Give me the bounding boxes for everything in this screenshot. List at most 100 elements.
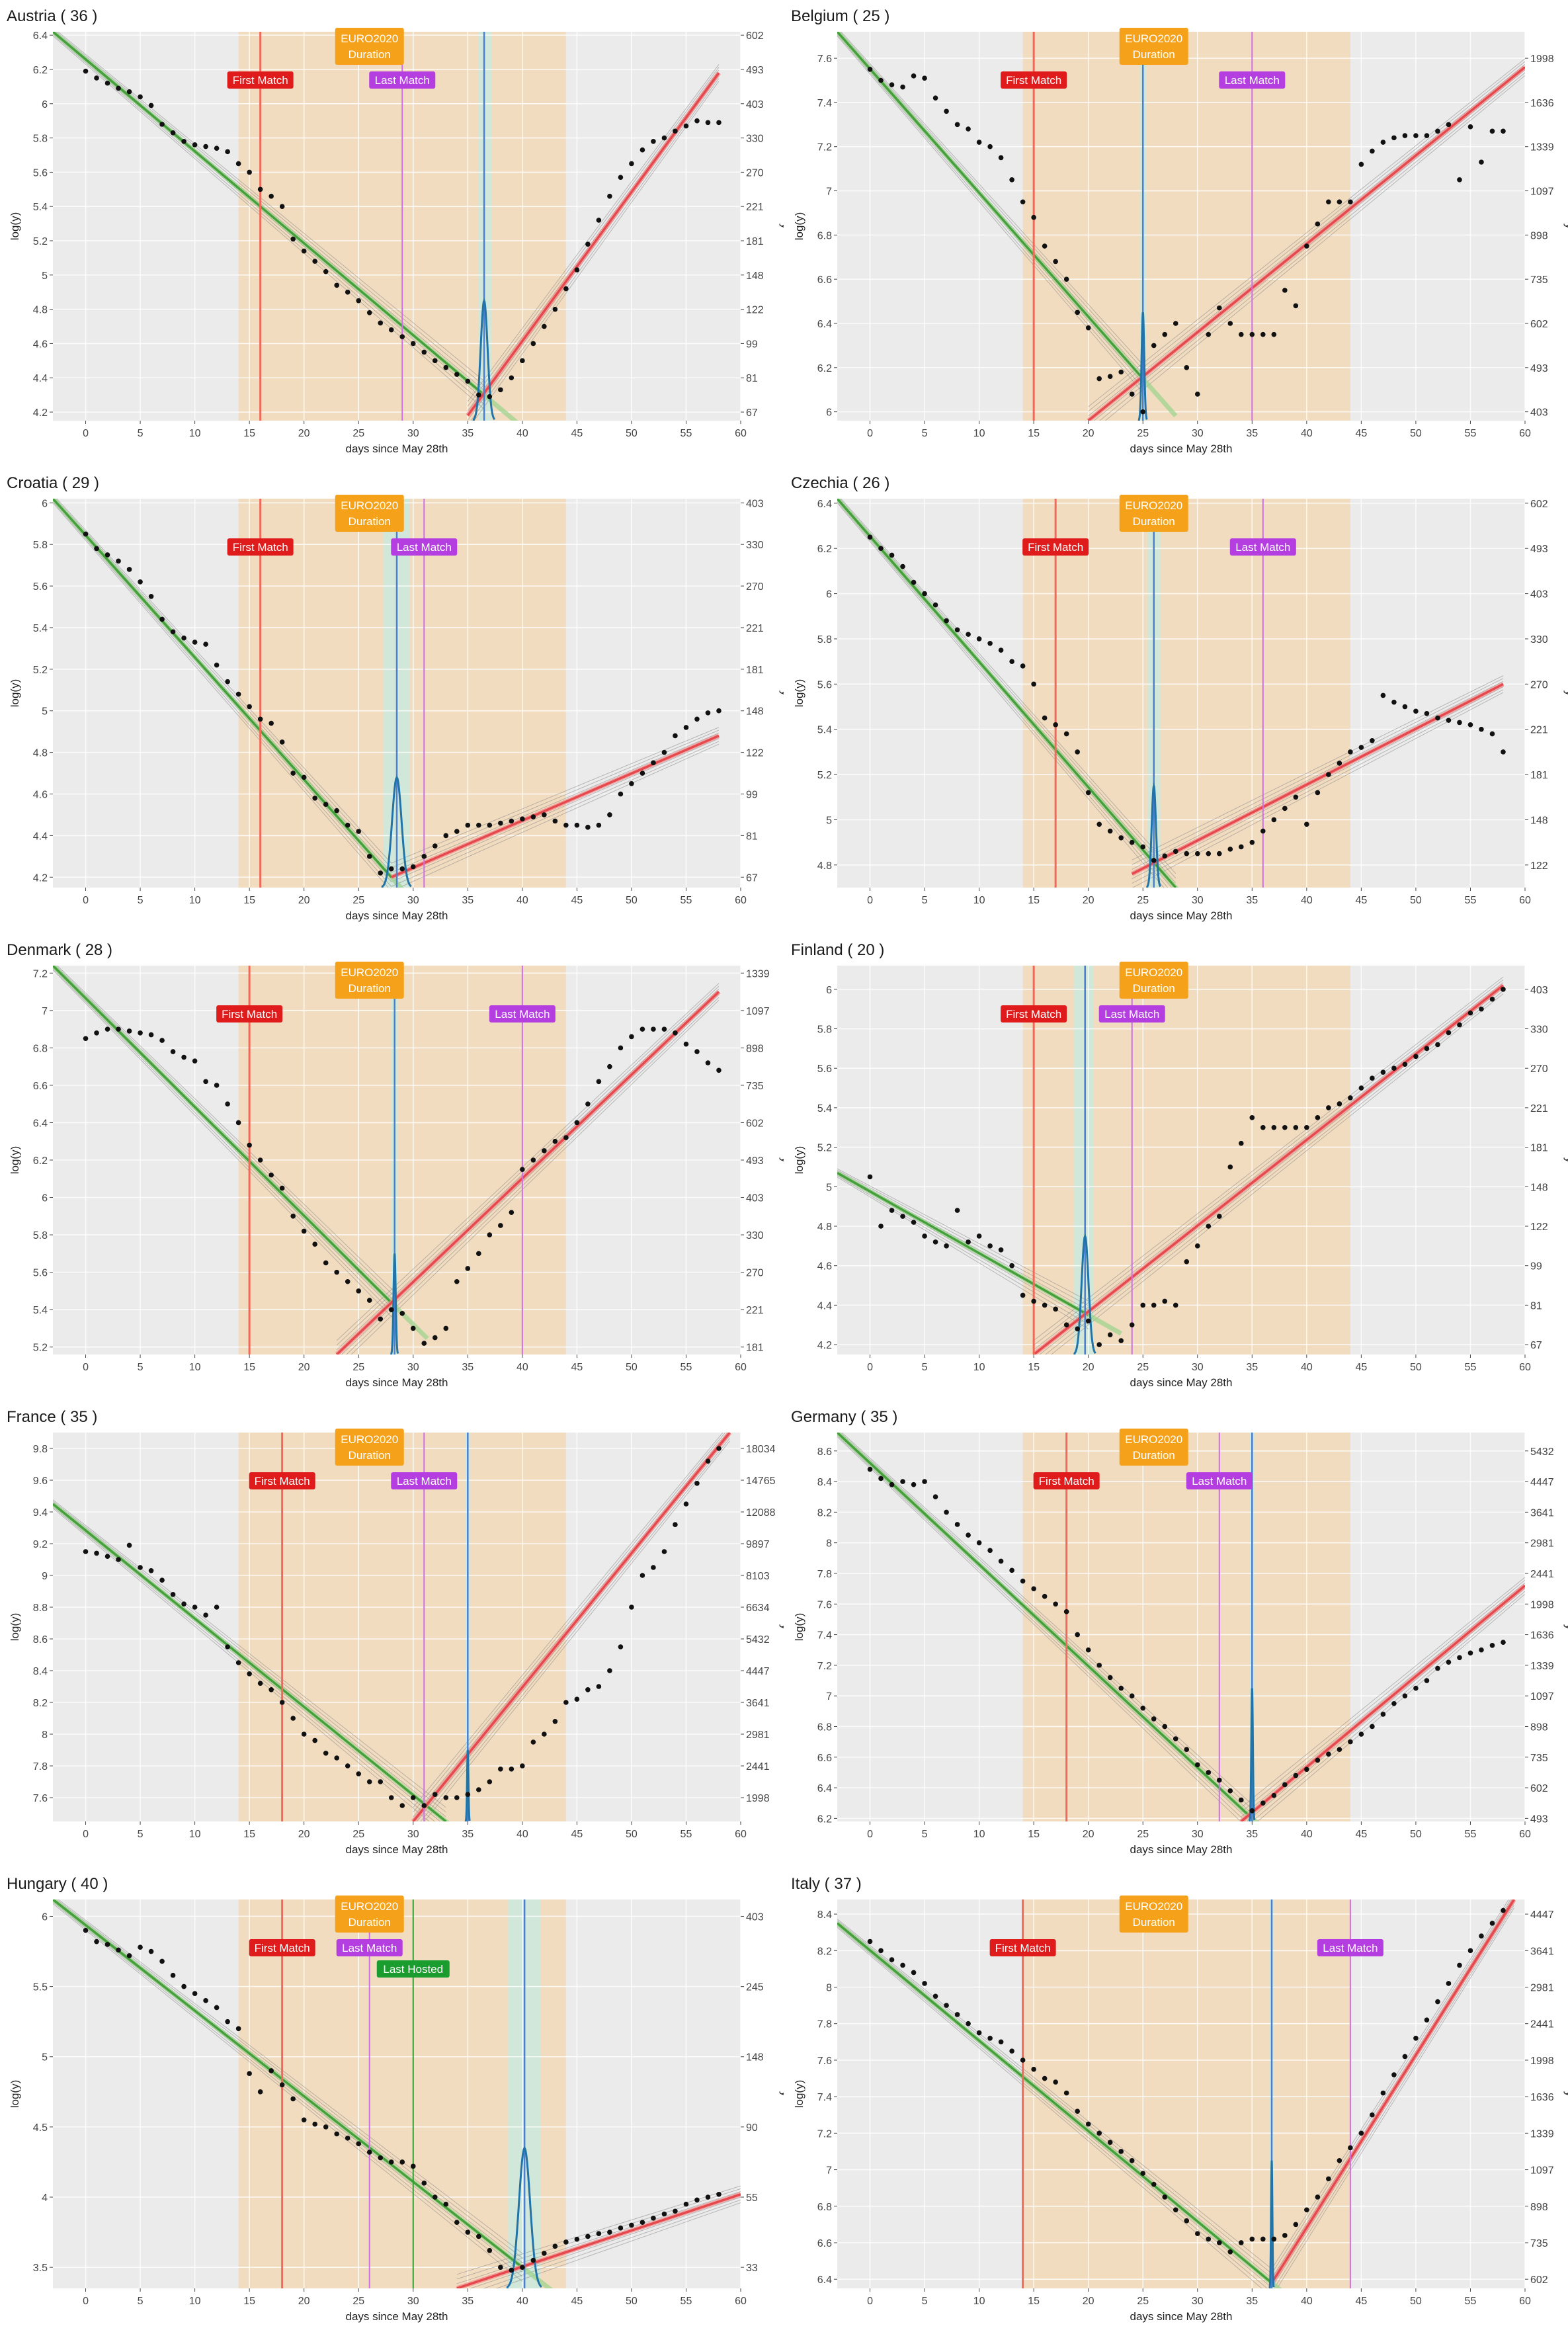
data-point	[922, 75, 927, 81]
data-point	[944, 2003, 949, 2008]
first-match-label-text: First Match	[1039, 1475, 1094, 1487]
data-point	[1489, 731, 1495, 737]
data-point	[454, 829, 460, 834]
data-point	[1435, 1042, 1440, 1048]
data-point	[247, 1671, 252, 1677]
first-match-label-text: First Match	[995, 1942, 1051, 1954]
data-point	[1271, 1124, 1277, 1130]
data-point	[1009, 177, 1014, 183]
y2-tick-label: 602	[1530, 1783, 1548, 1794]
y2-tick-label: 6634	[746, 1603, 770, 1614]
data-point	[520, 2265, 525, 2270]
x-tick-label: 60	[735, 2296, 747, 2307]
data-point	[1053, 2079, 1058, 2085]
x-tick-label: 25	[1137, 1829, 1149, 1840]
y-tick-label: 6.4	[817, 2274, 832, 2286]
data-point	[1107, 1332, 1113, 1337]
data-point	[476, 392, 481, 397]
chart-panel-italy: Italy ( 37 ) EURO2020 Duration First Match L…	[784, 1868, 1568, 2335]
last-match-label-text: Last Match	[1323, 1942, 1378, 1954]
duration-label-text: Duration	[349, 1916, 391, 1929]
data-point	[1479, 726, 1484, 732]
data-point	[487, 394, 493, 399]
y2-tick-label: 90	[746, 2122, 758, 2134]
data-point	[334, 2131, 340, 2137]
y2-axis-label: y	[1563, 224, 1568, 229]
x-tick-label: 0	[83, 1829, 89, 1840]
x-tick-label: 20	[1083, 2296, 1094, 2307]
x-tick-label: 40	[516, 1362, 528, 1373]
chart-title: France ( 35 )	[7, 1408, 97, 1426]
y-tick-label: 6	[826, 589, 832, 601]
data-point	[1096, 1342, 1102, 1347]
data-point	[1489, 1921, 1495, 1926]
y2-tick-label: 270	[746, 167, 764, 179]
data-point	[1315, 790, 1321, 796]
y2-tick-label: 5432	[1530, 1446, 1554, 1458]
right-fit-bootstrap-line	[1276, 1907, 1514, 2288]
breakpoint-density-curve	[390, 1253, 399, 1355]
y-tick-label: 7.8	[817, 1569, 832, 1580]
x-tick-label: 25	[352, 428, 364, 439]
right-fit-bootstrap-line	[391, 732, 720, 873]
data-point	[1151, 2181, 1157, 2187]
data-point	[421, 2180, 427, 2186]
x-tick-label: 5	[138, 1362, 144, 1373]
data-point	[138, 579, 143, 585]
y2-tick-label: 330	[1530, 1024, 1548, 1036]
data-point	[966, 1532, 971, 1538]
chart-svg: Finland ( 20 ) EURO2020 Duration First Matc…	[791, 941, 1568, 1389]
last-match-label: Last Match	[391, 538, 458, 556]
data-point	[443, 1325, 449, 1331]
data-point	[1173, 849, 1178, 855]
data-point	[1140, 409, 1146, 415]
data-point	[618, 2225, 624, 2231]
x-tick-label: 40	[1301, 428, 1313, 439]
data-point	[476, 1251, 481, 1257]
data-point	[1467, 124, 1473, 130]
right-fit-bootstrap-line	[420, 1438, 730, 1821]
data-point	[126, 1953, 132, 1958]
breakpoint-density-curve	[506, 2146, 542, 2288]
data-point	[629, 2222, 634, 2228]
data-point	[487, 2247, 493, 2253]
x-tick-label: 25	[1137, 1362, 1149, 1373]
data-point	[268, 193, 274, 199]
data-point	[585, 1101, 591, 1106]
data-point	[1446, 1981, 1452, 1986]
data-point	[552, 1719, 558, 1724]
data-point	[673, 2208, 678, 2214]
y2-tick-label: 330	[746, 540, 764, 551]
data-point	[312, 1241, 317, 1247]
data-point	[922, 1233, 927, 1239]
y2-tick-label: 2981	[746, 1730, 770, 1741]
y2-tick-label: 99	[746, 790, 758, 801]
data-point	[878, 1224, 884, 1229]
y2-tick-label: 181	[1530, 770, 1548, 781]
x-tick-label: 10	[189, 895, 201, 906]
data-point	[1075, 749, 1080, 755]
data-point	[399, 1311, 405, 1316]
data-point	[1118, 835, 1124, 841]
data-point	[954, 122, 960, 128]
y2-tick-label: 403	[746, 1193, 764, 1204]
data-point	[509, 375, 515, 381]
data-point	[170, 1049, 176, 1054]
left-fit-bootstrap-line	[839, 499, 1176, 879]
data-point	[683, 1501, 689, 1507]
data-point	[476, 2233, 481, 2239]
right-fit-bootstrap-line	[336, 983, 720, 1341]
data-point	[104, 1554, 110, 1559]
data-point	[1194, 1243, 1200, 1249]
data-point	[225, 149, 230, 155]
y2-tick-label: 403	[1530, 985, 1548, 996]
data-point	[889, 1481, 895, 1487]
x-tick-label: 5	[922, 428, 928, 439]
y-tick-label: 6.2	[817, 544, 832, 555]
data-point	[574, 1120, 580, 1126]
left-fit-bootstrap-line	[53, 970, 395, 1321]
data-point	[1206, 331, 1212, 337]
euro2020-duration-label-box	[335, 1896, 404, 1933]
data-point	[563, 1700, 569, 1705]
data-point	[530, 341, 536, 347]
